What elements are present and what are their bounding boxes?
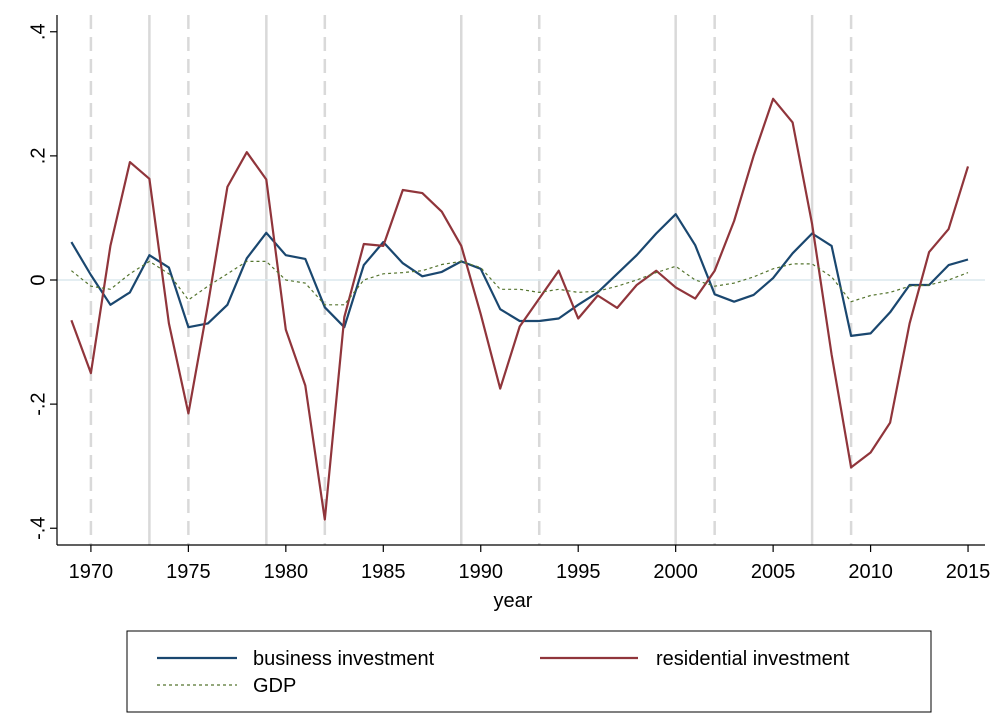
x-tick-label: 2005 (751, 561, 796, 583)
legend-label: GDP (253, 675, 296, 697)
x-tick-label: 1975 (166, 561, 211, 583)
y-tick-label: -.2 (27, 392, 49, 415)
x-tick-label: 1970 (69, 561, 114, 583)
x-tick-label: 1980 (264, 561, 309, 583)
y-tick-label: .4 (27, 23, 49, 40)
x-tick-label: 1985 (361, 561, 406, 583)
series-line (70, 213, 969, 337)
x-tick-label: 1990 (458, 561, 503, 583)
x-tick-label: 2015 (946, 561, 991, 583)
y-tick-label: -.4 (27, 517, 49, 540)
legend-box (126, 630, 932, 713)
x-tick-label: 2010 (848, 561, 893, 583)
x-axis-label: year (494, 590, 533, 612)
legend-label: business investment (253, 648, 435, 670)
y-tick-label: .2 (27, 148, 49, 165)
x-tick-label: 1995 (556, 561, 601, 583)
x-tick-label: 2000 (653, 561, 698, 583)
series-line (71, 260, 969, 306)
y-tick-label: 0 (27, 274, 49, 285)
legend-label: residential investment (656, 648, 850, 670)
